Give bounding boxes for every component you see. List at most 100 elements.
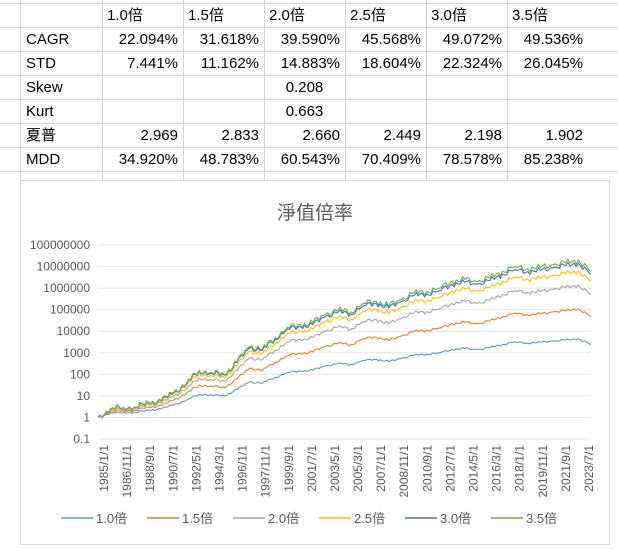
y-tick-label: 100: [70, 367, 90, 381]
value-cell[interactable]: 22.094%: [118, 31, 178, 48]
row-divider: [0, 51, 618, 52]
series-line-2.0倍: [97, 284, 592, 418]
x-tick-label: 2012/7/1: [443, 445, 457, 492]
y-tick-label: 0.1: [73, 432, 90, 446]
row-divider: [0, 99, 618, 100]
value-cell[interactable]: 7.441%: [127, 55, 178, 72]
row-label[interactable]: MDD: [26, 151, 61, 168]
series-line-1.0倍: [97, 338, 592, 418]
series-line-3.0倍: [97, 261, 592, 419]
x-tick-label: 1997/11/1: [259, 445, 273, 498]
y-tick-label: 1000000: [43, 281, 90, 295]
series-line-3.5倍: [97, 257, 592, 419]
series-line-1.5倍: [97, 308, 592, 418]
value-cell[interactable]: 70.409%: [361, 151, 421, 168]
value-cell[interactable]: 11.162%: [200, 55, 259, 72]
line-chart[interactable]: 淨值倍率 100000000 10000000 1000000 100000 10000 1…: [20, 180, 610, 545]
merged-value-cell[interactable]: 0.663: [285, 103, 324, 120]
value-cell[interactable]: 2.833: [221, 127, 259, 144]
value-cell[interactable]: 1.902: [545, 127, 583, 144]
y-tick-label: 10: [77, 389, 91, 403]
x-tick-label: 2001/7/1: [305, 445, 319, 492]
y-tick-label: 10000: [57, 324, 91, 338]
x-tick-label: 1986/11/1: [120, 445, 134, 498]
value-cell[interactable]: 26.045%: [523, 55, 583, 72]
x-tick-label: 1988/9/1: [143, 445, 157, 492]
column-header[interactable]: 2.0倍: [269, 7, 305, 24]
x-tick-label: 2023/7/1: [582, 445, 596, 492]
value-cell[interactable]: 39.590%: [280, 31, 340, 48]
column-divider: [102, 0, 103, 180]
value-cell[interactable]: 45.568%: [361, 31, 421, 48]
value-cell[interactable]: 18.604%: [361, 55, 421, 72]
column-header[interactable]: 2.5倍: [350, 7, 386, 24]
value-cell[interactable]: 34.920%: [118, 151, 178, 168]
value-cell[interactable]: 2.969: [140, 127, 178, 144]
row-divider: [0, 27, 618, 28]
value-cell[interactable]: 31.618%: [199, 31, 259, 48]
y-tick-label: 10000000: [37, 260, 91, 274]
legend-label: 3.5倍: [526, 511, 557, 526]
value-cell[interactable]: 2.449: [383, 127, 421, 144]
row-label[interactable]: CAGR: [26, 31, 70, 48]
column-header[interactable]: 1.5倍: [188, 7, 224, 24]
column-header[interactable]: 3.5倍: [512, 7, 548, 24]
x-tick-label: 2021/9/1: [559, 445, 573, 492]
value-cell[interactable]: 2.660: [302, 127, 340, 144]
x-tick-label: 2019/11/1: [536, 445, 550, 498]
column-divider: [345, 0, 346, 180]
row-divider: [0, 123, 618, 124]
x-tick-label: 1999/9/1: [282, 445, 296, 492]
x-tick-label: 2008/11/1: [397, 445, 411, 498]
spreadsheet-grid: 1.0倍 1.5倍 2.0倍 2.5倍 3.0倍 3.5倍 CAGR 22.094% 31.61…: [0, 0, 618, 180]
value-cell[interactable]: 2.198: [464, 127, 502, 144]
value-cell[interactable]: 48.783%: [199, 151, 259, 168]
x-tick-label: 1990/7/1: [166, 445, 180, 492]
x-tick-label: 1985/1/1: [97, 445, 111, 492]
legend-label: 1.5倍: [182, 511, 213, 526]
row-label[interactable]: Kurt: [26, 103, 54, 120]
merged-value-cell[interactable]: 0.208: [285, 79, 324, 96]
value-cell[interactable]: 49.072%: [442, 31, 502, 48]
x-tick-label: 1994/3/1: [212, 445, 226, 492]
y-tick-label: 100000000: [30, 238, 90, 252]
x-tick-label: 2016/3/1: [490, 445, 504, 492]
row-divider: [0, 147, 618, 148]
chart-title: 淨值倍率: [277, 202, 353, 224]
value-cell[interactable]: 14.883%: [280, 55, 340, 72]
x-tick-label: 2018/1/1: [513, 445, 527, 492]
value-cell[interactable]: 85.238%: [523, 151, 583, 168]
value-cell[interactable]: 78.578%: [442, 151, 502, 168]
legend-label: 2.5倍: [354, 511, 385, 526]
value-cell[interactable]: 60.543%: [280, 151, 340, 168]
column-divider: [183, 0, 184, 180]
x-tick-label: 2003/5/1: [328, 445, 342, 492]
row-label[interactable]: Skew: [26, 79, 63, 96]
row-label[interactable]: 夏普: [26, 127, 57, 144]
x-tick-label: 2014/5/1: [467, 445, 481, 492]
column-divider: [264, 0, 265, 180]
row-label[interactable]: STD: [26, 55, 56, 72]
y-tick-label: 1000: [63, 346, 90, 360]
y-tick-label: 100000: [50, 303, 90, 317]
chart-svg: 淨值倍率 100000000 10000000 1000000 100000 10000 1…: [30, 202, 596, 526]
column-divider: [507, 0, 508, 180]
column-header[interactable]: 1.0倍: [107, 7, 143, 24]
column-divider: [20, 0, 21, 180]
x-tick-label: 1992/5/1: [189, 445, 203, 492]
row-divider: [0, 171, 618, 172]
legend-label: 2.0倍: [268, 511, 299, 526]
x-tick-label: 2005/3/1: [351, 445, 365, 492]
row-divider: [0, 75, 618, 76]
y-tick-label: 1: [83, 410, 90, 424]
legend-label: 3.0倍: [440, 511, 471, 526]
x-tick-label: 1996/1/1: [236, 445, 250, 492]
row-divider: [0, 3, 618, 4]
value-cell[interactable]: 49.536%: [523, 31, 583, 48]
x-tick-label: 2007/1/1: [374, 445, 388, 492]
x-tick-label: 2010/9/1: [420, 445, 434, 492]
column-divider: [426, 0, 427, 180]
legend-label: 1.0倍: [96, 511, 127, 526]
column-header[interactable]: 3.0倍: [431, 7, 467, 24]
value-cell[interactable]: 22.324%: [442, 55, 502, 72]
